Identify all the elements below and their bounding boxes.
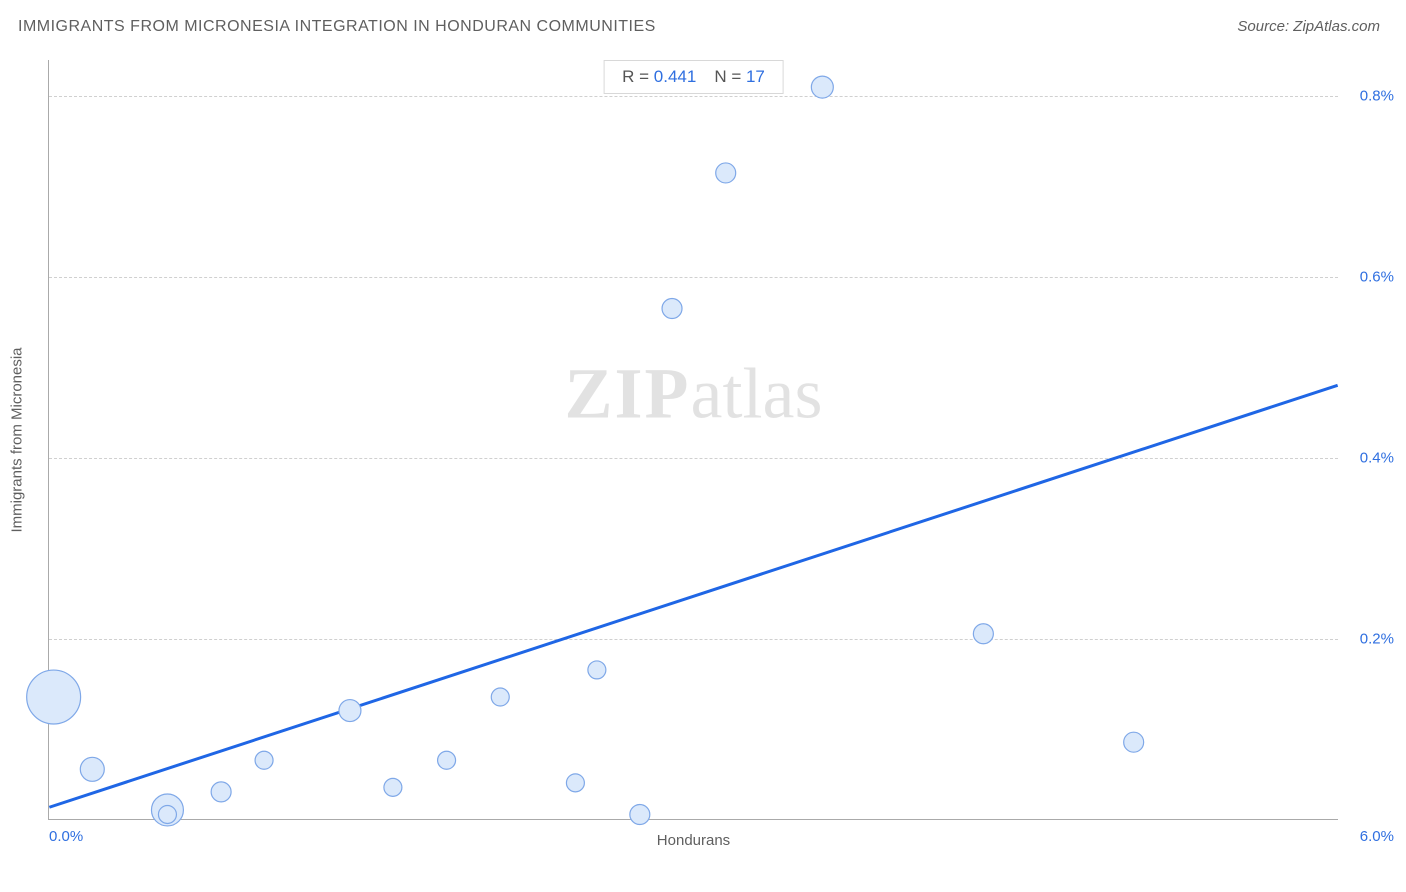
plot-area: ZIPatlas 0.2%0.4%0.6%0.8% R = 0.441N = 1…: [48, 60, 1338, 820]
regression-line: [49, 385, 1337, 807]
data-point[interactable]: [811, 76, 833, 98]
r-label: R =: [622, 67, 654, 86]
y-tick-label: 0.6%: [1360, 269, 1394, 286]
data-point[interactable]: [566, 774, 584, 792]
data-point[interactable]: [339, 700, 361, 722]
source-link[interactable]: ZipAtlas.com: [1293, 18, 1380, 35]
stats-box: R = 0.441 N = 17: [603, 60, 784, 94]
data-point[interactable]: [255, 751, 273, 769]
y-axis-label: Immigrants from Micronesia: [9, 347, 26, 532]
n-value: 17: [746, 67, 765, 86]
data-point[interactable]: [158, 805, 176, 823]
y-tick-label: 0.2%: [1360, 631, 1394, 648]
data-point[interactable]: [973, 624, 993, 644]
data-point[interactable]: [630, 804, 650, 824]
x-max-label: 6.0%: [1360, 828, 1394, 845]
y-tick-label: 0.4%: [1360, 450, 1394, 467]
x-axis-label: Hondurans: [657, 832, 730, 849]
scatter-chart: [49, 60, 1338, 819]
x-min-label: 0.0%: [49, 828, 83, 845]
data-point[interactable]: [438, 751, 456, 769]
data-point[interactable]: [1124, 732, 1144, 752]
data-point[interactable]: [662, 298, 682, 318]
r-value: 0.441: [654, 67, 697, 86]
data-point[interactable]: [588, 661, 606, 679]
data-point[interactable]: [491, 688, 509, 706]
source-attribution: Source: ZipAtlas.com: [1237, 18, 1380, 35]
y-tick-label: 0.8%: [1360, 88, 1394, 105]
chart-title: IMMIGRANTS FROM MICRONESIA INTEGRATION I…: [18, 18, 656, 36]
data-point[interactable]: [384, 778, 402, 796]
data-point[interactable]: [211, 782, 231, 802]
source-prefix: Source:: [1237, 18, 1293, 35]
data-point[interactable]: [716, 163, 736, 183]
data-point[interactable]: [80, 757, 104, 781]
n-label: N =: [714, 67, 746, 86]
chart-container: IMMIGRANTS FROM MICRONESIA INTEGRATION I…: [0, 0, 1406, 892]
data-point[interactable]: [27, 670, 81, 724]
